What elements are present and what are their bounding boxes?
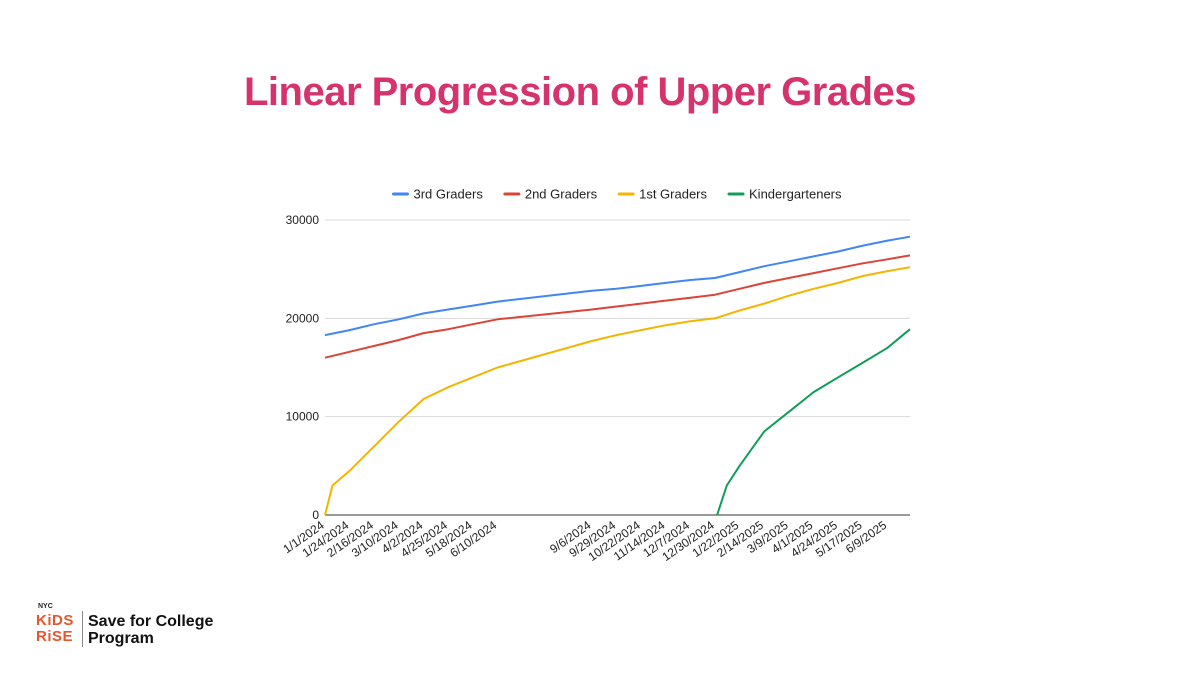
series-line-1st-graders xyxy=(324,266,911,516)
kids-rise-logo: NYC KiDS RiSE xyxy=(36,603,76,649)
y-tick-label: 0 xyxy=(312,508,319,522)
legend-label-3rd-graders: 3rd Graders xyxy=(413,187,483,202)
legend-label-1st-graders: 1st Graders xyxy=(639,187,707,202)
line-chart: 01000020000300001/1/20241/24/20242/16/20… xyxy=(280,187,911,564)
series-line-kindergarteners xyxy=(716,328,911,516)
footer-divider xyxy=(82,611,83,647)
y-tick-label: 20000 xyxy=(286,311,320,325)
y-tick-label: 10000 xyxy=(286,410,320,424)
logo-nyc-text: NYC xyxy=(38,603,53,610)
series-line-3rd-graders xyxy=(324,235,911,337)
logo-rise-text: RiSE xyxy=(36,628,74,645)
logo-kids-text: KiDS xyxy=(36,612,74,629)
chart-container: 0 10000 20000 30000 1/1/2024 1/24/2024 2/16/20… xyxy=(265,175,945,575)
legend-label-kindergarteners: Kindergarteners xyxy=(749,187,842,202)
series-line-2nd-graders xyxy=(324,254,911,359)
slide-title: Linear Progression of Upper Grades xyxy=(243,70,917,114)
program-name: Save for College Program xyxy=(88,613,214,647)
y-tick-label: 30000 xyxy=(286,213,320,227)
legend-label-2nd-graders: 2nd Graders xyxy=(525,187,598,202)
